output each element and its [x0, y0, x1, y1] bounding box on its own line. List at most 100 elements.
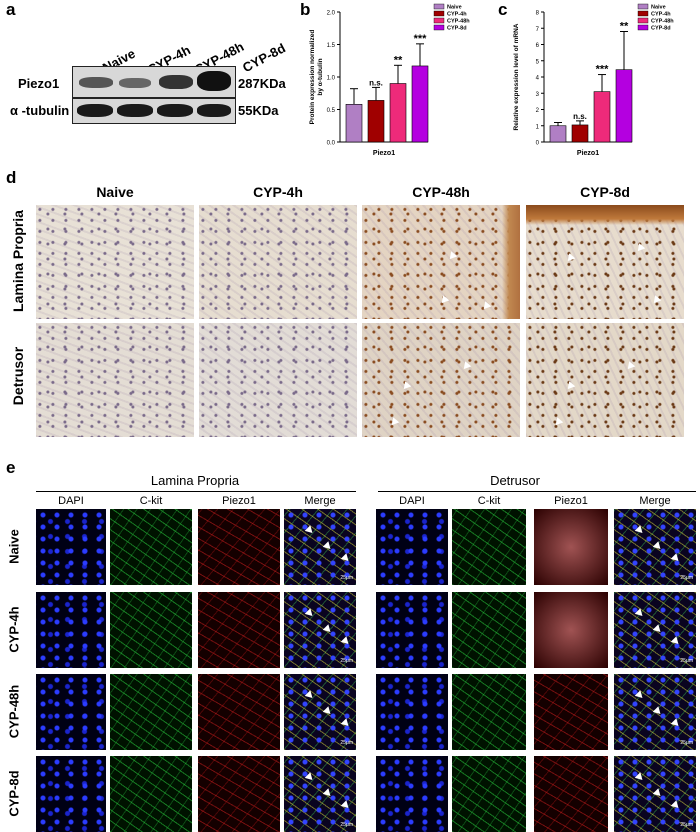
if-channel-label: Merge: [639, 495, 671, 507]
ihc-image: [362, 323, 520, 437]
significance-label: n.s.: [573, 112, 587, 121]
y-tick-label: 8: [536, 11, 540, 17]
if-image: [376, 674, 448, 750]
y-axis-label: Relative expression level of mRNA: [513, 23, 520, 130]
scale-bar-label: 25μm: [340, 740, 353, 746]
wb-row-label: Piezo1: [18, 76, 60, 91]
bar: [571, 124, 589, 143]
wb-size-label: 55KDa: [238, 103, 279, 118]
annotation-arrow-icon: [670, 800, 682, 811]
if-image: [376, 756, 448, 832]
if-image: 25μm: [614, 509, 696, 585]
annotation-arrow-icon: [304, 690, 316, 701]
bar: [593, 91, 611, 143]
if-image: [198, 674, 280, 750]
scale-bar-label: 25μm: [680, 740, 693, 746]
bar: [345, 104, 363, 143]
if-row-label: CYP-8d: [6, 770, 22, 817]
annotation-arrow-icon: [322, 788, 334, 799]
annotation-arrow-icon: [634, 525, 646, 536]
x-axis-label: Piezo1: [373, 150, 395, 157]
legend-label: CYP-8d: [447, 26, 467, 32]
scale-bar-label: 25μm: [340, 822, 353, 828]
if-image: [198, 592, 280, 668]
ihc-row-label: Detrusor: [10, 346, 26, 406]
if-image: [198, 756, 280, 832]
annotation-arrow-icon: [564, 253, 576, 264]
annotation-arrow-icon: [322, 706, 334, 717]
ihc-col-label: CYP-8d: [580, 184, 630, 200]
annotation-arrow-icon: [340, 553, 352, 564]
annotation-arrow-icon: [438, 295, 450, 306]
if-image: [376, 509, 448, 585]
chart-c: 0 1 2 3 4 5 6 7 8 Relative expression level of mR…: [513, 3, 674, 157]
annotation-arrow-icon: [652, 706, 664, 717]
significance-label: ***: [596, 64, 610, 76]
annotation-arrow-icon: [652, 788, 664, 799]
annotation-arrow-icon: [400, 381, 412, 392]
legend-swatch: [637, 3, 649, 10]
bar: [615, 69, 633, 143]
ihc-image: [362, 205, 520, 319]
annotation-arrow-icon: [552, 417, 564, 428]
y-tick-label: 0.5: [327, 108, 336, 114]
if-image: [452, 509, 526, 585]
ihc-image: [199, 205, 357, 319]
y-tick-label: 5: [536, 59, 540, 65]
annotation-arrow-icon: [634, 772, 646, 783]
y-tick-label: 6: [536, 43, 540, 49]
scale-bar-label: 25μm: [680, 658, 693, 664]
annotation-arrow-icon: [340, 718, 352, 729]
bar: [389, 83, 407, 143]
if-image: [110, 509, 192, 585]
annotation-arrow-icon: [634, 690, 646, 701]
legend-label: CYP-4h: [447, 12, 467, 18]
if-image: [110, 756, 192, 832]
panel-d-letter: d: [6, 168, 17, 187]
if-row-label: CYP-48h: [6, 684, 22, 739]
scale-bar-label: 25μm: [680, 822, 693, 828]
annotation-arrow-icon: [652, 624, 664, 635]
annotation-arrow-icon: [650, 295, 662, 306]
if-image: [534, 674, 608, 750]
y-tick-label: 0.0: [327, 141, 336, 147]
scale-bar-label: 25μm: [340, 658, 353, 664]
legend-swatch: [637, 17, 649, 24]
if-image: [198, 509, 280, 585]
y-tick-label: 7: [536, 27, 540, 33]
if-image: [36, 509, 106, 585]
ihc-image: [36, 205, 194, 319]
tubulin-blot: [72, 98, 236, 124]
annotation-arrow-icon: [652, 541, 664, 552]
wb-row-label: α -tubulin: [10, 103, 70, 118]
annotation-arrow-icon: [670, 636, 682, 647]
if-section-left: Lamina Propria: [150, 473, 240, 488]
annotation-arrow-icon: [670, 553, 682, 564]
if-image: 25μm: [614, 756, 696, 832]
annotation-arrow-icon: [564, 381, 576, 392]
if-image: 25μm: [284, 674, 356, 750]
ihc-col-label: CYP-48h: [412, 184, 470, 200]
if-image: [452, 756, 526, 832]
ihc-row-label: Lamina Propria: [10, 210, 26, 312]
y-tick-label: 2.0: [327, 11, 336, 17]
if-channel-label: DAPI: [399, 495, 425, 507]
if-row-label: CYP-4h: [6, 606, 22, 653]
piezo1-blot: [72, 66, 236, 98]
y-axis-label-line: Protein expression normalized: [309, 30, 316, 125]
legend-swatch: [637, 24, 649, 31]
annotation-arrow-icon: [322, 624, 334, 635]
annotation-arrow-icon: [388, 417, 400, 428]
bar: [411, 65, 429, 143]
annotation-arrow-icon: [304, 608, 316, 619]
if-image: [36, 674, 106, 750]
legend-label: CYP-8d: [651, 26, 671, 32]
legend-label: CYP-4h: [651, 12, 671, 18]
legend-label: CYP-48h: [447, 19, 470, 25]
legend-swatch: [637, 10, 649, 17]
annotation-arrow-icon: [304, 772, 316, 783]
if-image: [110, 592, 192, 668]
legend-label: CYP-48h: [651, 19, 674, 25]
annotation-arrow-icon: [624, 361, 636, 372]
legend-swatch: [433, 3, 445, 10]
